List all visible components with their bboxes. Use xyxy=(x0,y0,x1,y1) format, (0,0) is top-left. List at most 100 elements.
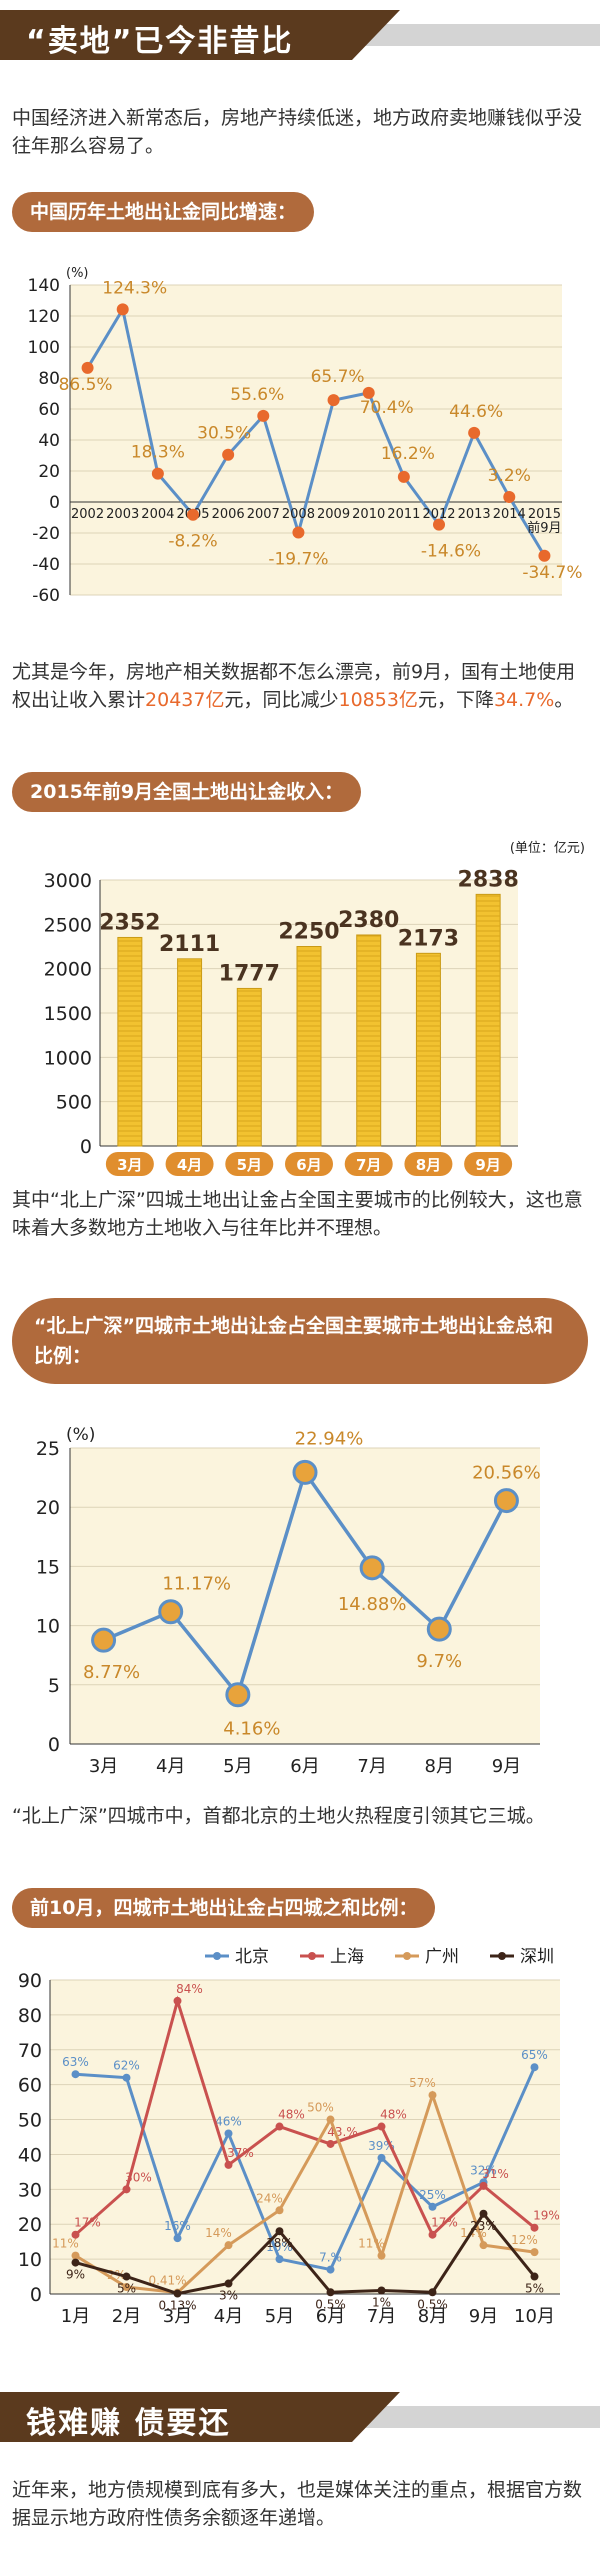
x-tick-label: 4月 xyxy=(177,1156,202,1174)
x-tick-label: 2009 xyxy=(317,507,350,522)
land-revenue-bar-chart: (单位：亿元) 3000 2500 2000 1500 1000 500 0 2352 3月 211… xyxy=(44,841,585,1176)
x-tick-label: 6月 xyxy=(296,1156,321,1174)
data-label: 32% xyxy=(470,2163,497,2177)
x-tick-label: 2003 xyxy=(106,507,139,522)
data-point xyxy=(326,2115,335,2124)
series-line xyxy=(75,2066,536,2272)
data-label: 4.16% xyxy=(223,1719,280,1740)
data-point xyxy=(503,491,516,504)
data-point xyxy=(377,2286,386,2295)
y-tick-label: 100 xyxy=(28,338,60,358)
month-pill xyxy=(165,1152,214,1176)
y-tick-label: 20 xyxy=(36,1497,60,1519)
y-tick-label: 80 xyxy=(18,2005,42,2027)
x-tick-label: 5月 xyxy=(223,1756,252,1777)
data-label: 17% xyxy=(431,2216,458,2230)
y-tick-label: 40 xyxy=(18,2144,42,2166)
section-banner-2: 钱难赚 债要还 xyxy=(0,2392,600,2442)
y-unit-label: (%) xyxy=(66,266,89,281)
data-label: 14% xyxy=(205,2226,232,2240)
data-label: 14% xyxy=(460,2226,487,2240)
x-tick-label: 9月 xyxy=(469,2306,498,2327)
data-label: 48% xyxy=(380,2108,407,2122)
four-cities-share-chart: 25 20 15 10 5 0 (%) 8.77% 11.17% 4.16% 22.94% 14.88… xyxy=(36,1425,541,1777)
data-point xyxy=(91,1627,117,1653)
y-tick-label: 10 xyxy=(36,1616,60,1638)
plot-area xyxy=(70,1448,540,1744)
data-label: 16.2% xyxy=(381,444,435,464)
data-point xyxy=(275,2255,284,2264)
y-tick-label: 1000 xyxy=(44,1047,92,1069)
x-tick-label: 3月 xyxy=(163,2306,192,2327)
data-label: 11% xyxy=(358,2237,385,2251)
x-tick-label: 2011 xyxy=(387,507,420,522)
data-point xyxy=(426,1616,452,1642)
x-tick-label: 7月 xyxy=(367,2306,396,2327)
data-point xyxy=(81,361,94,374)
y-tick-label: 20 xyxy=(38,462,60,482)
para2-text-3: 元，下降 xyxy=(417,689,494,711)
y-tick-label: 60 xyxy=(38,400,60,420)
month-pill xyxy=(344,1152,393,1176)
legend-marker xyxy=(213,1952,221,1960)
bar xyxy=(177,958,203,1147)
bar xyxy=(415,952,441,1147)
data-label: 9% xyxy=(66,2268,85,2282)
bar-value-label: 2111 xyxy=(159,932,220,957)
data-label: 70.4% xyxy=(360,398,414,418)
data-label: 0.5% xyxy=(315,2297,346,2311)
data-point xyxy=(151,467,164,480)
paragraph-4: “北上广深”四城市中，首都北京的土地火热程度引领其它三城。 xyxy=(12,1805,545,1827)
y-tick-label: 25 xyxy=(36,1438,60,1460)
data-label: 8.77% xyxy=(83,1662,140,1683)
y-tick-label: 0 xyxy=(49,493,60,513)
data-point xyxy=(327,394,340,407)
x-tick-label: 2010 xyxy=(352,507,385,522)
bar-value-label: 2352 xyxy=(99,910,160,935)
legend-marker xyxy=(498,1952,506,1960)
chart3-heading: “北上广深”四城市土地出让金占全国主要城市土地出让金总和比例： xyxy=(12,1298,588,1384)
data-point xyxy=(275,2227,284,2236)
data-label: 9.7% xyxy=(416,1651,462,1672)
data-point xyxy=(173,2234,182,2243)
para2-text-1: 尤其是今年，房地产相关数据都不怎么漂亮，前9月，国有土地使用权出让收入累计 xyxy=(12,661,576,711)
data-point xyxy=(187,508,199,521)
legend-label: 深圳 xyxy=(520,1947,554,1967)
month-pill xyxy=(225,1152,274,1176)
month-pill xyxy=(404,1152,453,1176)
unit-label: (单位：亿元) xyxy=(510,841,585,856)
bar-value-label: 2380 xyxy=(338,908,399,933)
data-label: 37% xyxy=(227,2146,254,2160)
legend-marker xyxy=(403,1952,411,1960)
data-point xyxy=(222,448,235,461)
para2-value-3: 34.7% xyxy=(493,689,555,711)
data-label: 19% xyxy=(533,2209,560,2223)
data-point xyxy=(225,1682,251,1708)
data-point xyxy=(538,549,551,562)
banner-band xyxy=(0,10,400,60)
y-tick-label: 3000 xyxy=(44,870,92,892)
data-label: 14.88% xyxy=(338,1594,407,1615)
data-point xyxy=(71,2230,80,2239)
y-tick-label: 2000 xyxy=(44,959,92,981)
month-pill xyxy=(464,1152,513,1176)
data-point xyxy=(292,526,305,539)
data-label: 11.17% xyxy=(162,1574,231,1595)
data-point xyxy=(326,2139,335,2148)
x-tick-label: 2007 xyxy=(247,507,280,522)
y-tick-label: 90 xyxy=(18,1970,42,1992)
data-label: 23% xyxy=(470,2219,497,2233)
data-label: 124.3% xyxy=(102,278,167,298)
y-tick-label: 40 xyxy=(38,431,60,451)
data-point xyxy=(362,386,375,399)
data-label: 62% xyxy=(113,2059,140,2073)
data-point xyxy=(71,2070,80,2079)
intro-paragraph: 中国经济进入新常态后，房地产持续低迷，地方政府卖地赚钱似乎没往年那么容易了。 xyxy=(12,107,583,157)
y-tick-label: 60 xyxy=(18,2075,42,2097)
data-label: 12% xyxy=(511,2233,538,2247)
data-point xyxy=(433,518,445,531)
y-tick-label: 140 xyxy=(28,276,60,296)
data-label: 16% xyxy=(164,2219,191,2233)
